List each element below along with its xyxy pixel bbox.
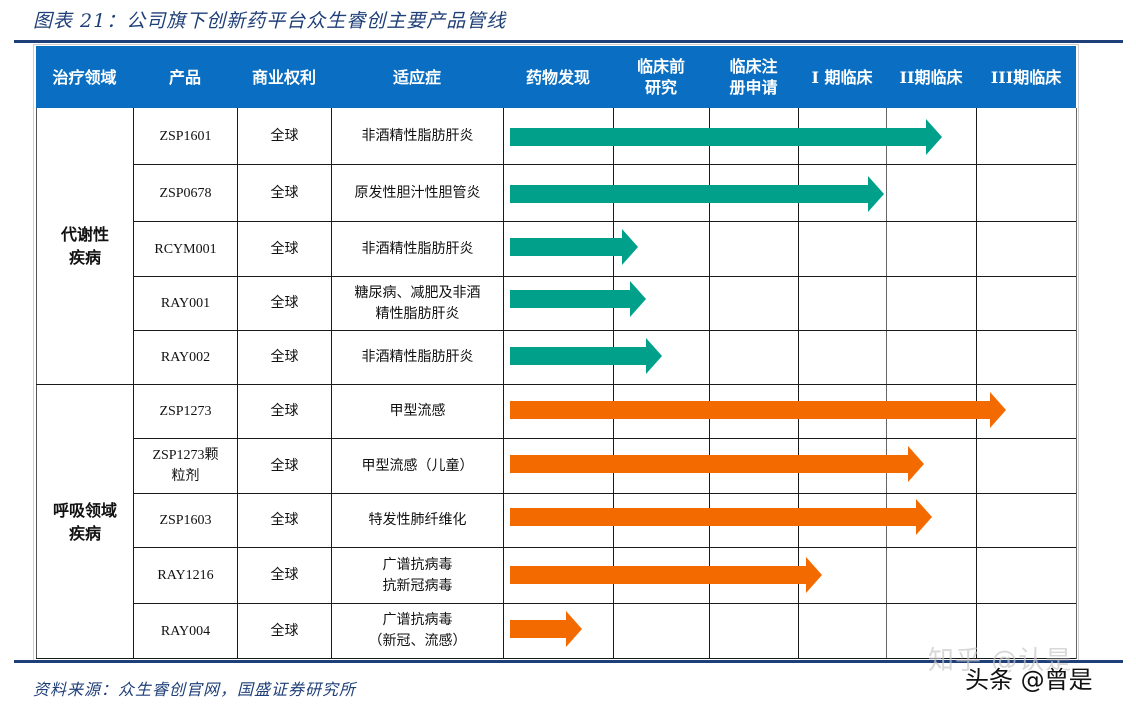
indication-cell: 糖尿病、减肥及非酒 精性脂肪肝炎 [354, 284, 481, 322]
header-ind-filing: 临床注 册申请 [729, 57, 778, 97]
grid-line [976, 108, 977, 659]
area-metabolic: 代谢性 疾病 [60, 225, 109, 267]
grid-line [709, 108, 710, 659]
header-phase2: II期临床 [899, 67, 963, 87]
header-phase3: III期临床 [990, 67, 1062, 87]
product-cell: ZSP1601 [159, 128, 212, 144]
indication-cell: 广谱抗病毒 （新冠、流感） [368, 612, 467, 649]
product-cell: RAY1216 [157, 568, 214, 583]
header-area: 治疗领域 [52, 67, 117, 87]
progress-arrow-zsp1603 [510, 499, 932, 535]
rights-cell: 全球 [270, 512, 299, 528]
progress-arrow-zsp1601 [510, 119, 942, 155]
progress-arrow-zsp1273 [510, 392, 1006, 428]
watermark-zhihu: 知乎 @认是 [928, 646, 1073, 676]
rights-cell: 全球 [270, 127, 299, 144]
header-discovery: 药物发现 [525, 67, 590, 87]
progress-arrow-ray001 [510, 281, 646, 317]
source-rule [14, 660, 1123, 663]
header-preclinical: 临床前 研究 [636, 57, 685, 97]
rights-cell: 全球 [270, 567, 299, 583]
grid-line [133, 108, 134, 659]
product-cell: RAY002 [160, 350, 211, 365]
source-note: 资料来源：众生睿创官网，国盛证券研究所 [33, 680, 357, 699]
grid-line [133, 547, 1076, 548]
indication-cell: 甲型流感 [389, 403, 446, 419]
progress-arrow-ray1216 [510, 557, 822, 593]
indication-cell: 非酒精性脂肪肝炎 [361, 127, 474, 144]
progress-arrow-rcym001 [510, 229, 638, 265]
grid-line [886, 108, 887, 659]
grid-line [36, 658, 1076, 659]
grid-line [613, 108, 614, 659]
grid-line [133, 330, 1076, 331]
product-cell: ZSP1603 [159, 513, 212, 528]
indication-cell: 非酒精性脂肪肝炎 [361, 349, 474, 365]
indication-cell: 原发性胆汁性胆管炎 [354, 184, 481, 201]
grid-line [36, 108, 37, 659]
grid-line [237, 108, 238, 659]
grid-line [331, 108, 332, 659]
rights-cell: 全球 [270, 240, 299, 257]
product-cell: ZSP1273 [159, 404, 212, 419]
product-cell: RCYM001 [154, 241, 217, 257]
indication-cell: 广谱抗病毒 抗新冠病毒 [382, 556, 453, 594]
grid-line [133, 164, 1076, 165]
grid-line [133, 603, 1076, 604]
grid-line [133, 493, 1076, 494]
progress-arrow-zsp1273-granules [510, 446, 924, 482]
product-cell: RAY001 [160, 296, 211, 311]
header-rights: 商业权利 [251, 67, 316, 87]
table-header: 治疗领域 产品 商业权利 适应症 药物发现 临床前 研究 临床注 册申请 I 期… [36, 46, 1076, 108]
header-phase1: I 期临床 [811, 67, 873, 87]
progress-arrow-zsp0678 [510, 176, 884, 212]
grid-line [133, 438, 1076, 439]
figure-title: 图表 21：公司旗下创新药平台众生睿创主要产品管线 [33, 10, 507, 32]
indication-cell: 甲型流感（儿童） [361, 457, 474, 474]
grid-line [798, 108, 799, 659]
indication-cell: 非酒精性脂肪肝炎 [361, 240, 474, 257]
rights-cell: 全球 [270, 295, 299, 311]
header-indication: 适应症 [392, 67, 441, 87]
rights-cell: 全球 [270, 403, 299, 419]
product-cell: ZSP0678 [159, 185, 212, 201]
product-cell: RAY004 [160, 623, 211, 639]
watermark-toutiao: 头条 @曾是 [965, 666, 1093, 694]
progress-arrow-ray004 [510, 611, 582, 647]
grid-line [503, 108, 504, 659]
grid-line [133, 276, 1076, 277]
rights-cell: 全球 [270, 457, 299, 474]
product-cell: ZSP1273颗 粒剂 [152, 448, 219, 484]
grid-line [36, 384, 1076, 385]
rights-cell: 全球 [270, 349, 299, 365]
header-product: 产品 [168, 67, 201, 87]
rights-cell: 全球 [270, 184, 299, 201]
area-respiratory: 呼吸领域 疾病 [52, 500, 117, 543]
progress-arrow-ray002 [510, 338, 662, 374]
title-rule [14, 40, 1123, 43]
grid-line [133, 221, 1076, 222]
grid-line [1076, 108, 1077, 659]
rights-cell: 全球 [270, 622, 299, 639]
indication-cell: 特发性肺纤维化 [368, 512, 467, 528]
